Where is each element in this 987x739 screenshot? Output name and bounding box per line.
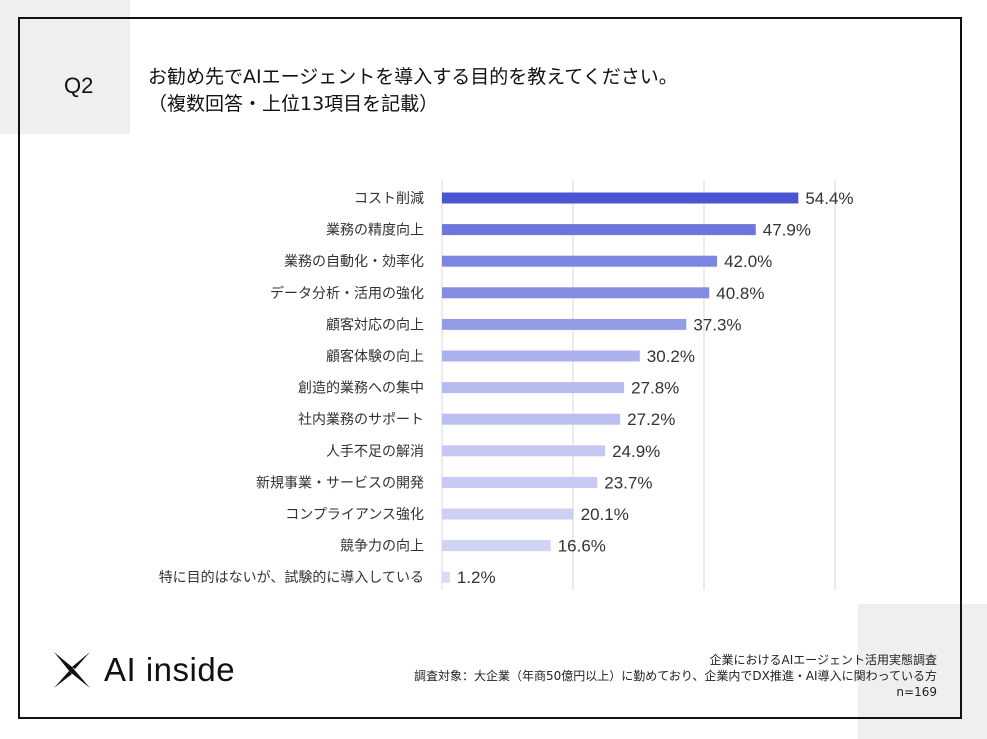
category-label: 業務の精度向上 <box>326 223 424 239</box>
bar <box>442 413 621 425</box>
question-title-line1: お勧め先でAIエージェントを導入する目的を教えてください。 <box>148 66 678 88</box>
value-label: 1.2% <box>457 568 496 587</box>
question-title: お勧め先でAIエージェントを導入する目的を教えてください。 （複数回答・上位13… <box>148 64 678 118</box>
category-label: 人手不足の解消 <box>326 444 424 460</box>
bar <box>442 445 606 457</box>
category-label: 特に目的はないが、試験的に導入している <box>159 570 424 586</box>
survey-target: 調査対象：大企業（年商50億円以上）に勤めており、企業内でDX推進・AI導入に関… <box>413 669 937 683</box>
category-label: 顧客対応の向上 <box>326 316 424 333</box>
value-label: 20.1% <box>581 505 629 524</box>
slide-frame <box>18 17 962 719</box>
category-label: 業務の自動化・効率化 <box>284 253 424 270</box>
bar <box>442 350 640 362</box>
value-label: 23.7% <box>604 473 652 492</box>
bar <box>442 287 710 299</box>
category-label: 社内業務のサポート <box>298 412 424 428</box>
bar <box>442 571 450 583</box>
value-label: 42.0% <box>724 252 772 271</box>
value-label: 27.2% <box>627 410 675 429</box>
category-label: 顧客体験の向上 <box>326 348 424 365</box>
value-label: 47.9% <box>763 221 811 240</box>
bar <box>442 318 687 330</box>
sample-size: n=169 <box>896 685 937 699</box>
value-label: 37.3% <box>693 315 741 334</box>
category-label: 競争力の向上 <box>340 539 424 555</box>
category-label: データ分析・活用の強化 <box>270 285 424 302</box>
value-label: 30.2% <box>647 347 695 366</box>
logo-x-icon <box>54 652 90 688</box>
bar <box>442 192 799 204</box>
category-label: 新規事業・サービスの開発 <box>256 475 424 491</box>
company-logo: AI inside <box>52 648 235 692</box>
value-label: 54.4% <box>805 189 853 208</box>
value-label: 27.8% <box>631 379 679 398</box>
logo-text: AI inside <box>104 651 236 688</box>
survey-name: 企業におけるAIエージェント活用実態調査 <box>709 653 937 667</box>
corner-decoration-bottom-right <box>858 604 987 739</box>
value-label: 16.6% <box>558 537 606 556</box>
category-label: コンプライアンス強化 <box>285 507 424 523</box>
bar <box>442 540 551 552</box>
bar <box>442 382 625 394</box>
bar <box>442 224 756 236</box>
value-label: 40.8% <box>716 284 764 303</box>
category-label: コスト削減 <box>354 190 424 207</box>
corner-decoration-top-left <box>0 0 130 134</box>
category-label: 創造的業務への集中 <box>298 380 424 397</box>
value-label: 24.9% <box>612 442 660 461</box>
survey-footer: 企業におけるAIエージェント活用実態調査 調査対象：大企業（年商50億円以上）に… <box>414 652 937 700</box>
bar <box>442 508 574 520</box>
bar <box>442 476 598 488</box>
question-title-line2: （複数回答・上位13項目を記載） <box>148 93 439 115</box>
bar <box>442 255 718 267</box>
question-number: Q2 <box>64 73 94 98</box>
